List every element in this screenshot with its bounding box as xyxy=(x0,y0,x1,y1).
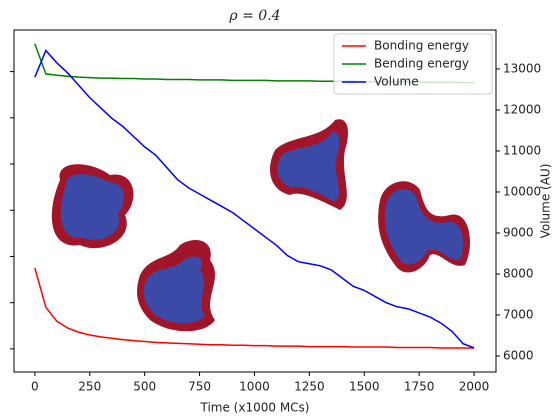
x-tick-label: 1250 xyxy=(294,380,325,394)
membrane-images xyxy=(51,119,470,332)
membrane-shape xyxy=(277,131,340,202)
chart-title: ρ = 0.4 xyxy=(228,8,280,24)
series-line xyxy=(34,267,475,349)
series-line xyxy=(34,49,475,349)
legend-box xyxy=(333,33,493,95)
x-tick-label: 1500 xyxy=(349,380,380,394)
x-tick-label: 2000 xyxy=(459,380,490,394)
y2-tick-label: 8000 xyxy=(503,266,534,280)
membrane-shape xyxy=(143,256,205,324)
x-tick-label: 500 xyxy=(133,380,156,394)
legend-label: Bending energy xyxy=(374,57,469,71)
x-tick-label: 1000 xyxy=(239,380,270,394)
plot-frame xyxy=(13,29,497,373)
y2-tick-label: 6000 xyxy=(503,349,534,363)
x-axis-label: Time (x1000 MCs) xyxy=(200,401,310,415)
y2-tick-label: 13000 xyxy=(503,61,541,75)
y2-tick-label: 7000 xyxy=(503,308,534,322)
y2-axis-label: Volume (AU) xyxy=(539,164,553,239)
y2-tick-label: 12000 xyxy=(503,102,541,116)
x-tick-label: 750 xyxy=(188,380,211,394)
x-tick-label: 250 xyxy=(78,380,101,394)
y2-tick-label: 11000 xyxy=(503,143,541,157)
legend-label: Volume xyxy=(374,75,419,89)
x-tick-label: 1750 xyxy=(404,380,435,394)
x-tick-label: 0 xyxy=(31,380,39,394)
membrane-shape xyxy=(60,174,124,240)
y2-tick-label: 10000 xyxy=(503,184,541,198)
legend-label: Bonding energy xyxy=(374,39,469,53)
membrane-shape xyxy=(384,189,464,265)
y2-tick-label: 9000 xyxy=(503,225,534,239)
